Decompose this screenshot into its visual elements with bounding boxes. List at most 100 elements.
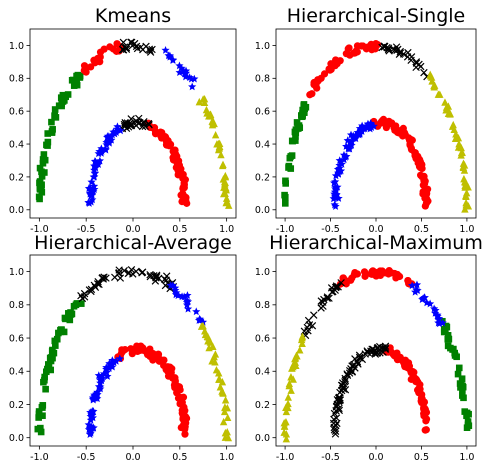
series-1-point [172, 377, 179, 384]
series-1-point [390, 351, 397, 358]
series-0-point [447, 345, 454, 352]
series-0-point [37, 425, 44, 432]
series-0-point [43, 368, 50, 375]
series-4-point [212, 350, 219, 357]
series-0-point [36, 196, 43, 203]
x-tick-label: 1.0 [219, 452, 234, 463]
series-4-point [285, 393, 292, 400]
series-0-point [47, 355, 54, 362]
series-0-point [70, 77, 77, 84]
x-tick-label: -1.0 [276, 452, 295, 463]
series-1-point [181, 184, 188, 191]
series-0-point [65, 91, 72, 98]
y-tick-label: 0.0 [9, 433, 24, 444]
x-tick-label: -0.5 [77, 452, 96, 463]
series-1-point [415, 154, 422, 161]
cluster-panel-1: Kmeans -1.0 -0.5 0.0 0.5 1.0 0.0 0.2 0.4 0.6 0.8 1.… [9, 5, 236, 235]
series-0-point [39, 404, 46, 411]
scatter-points [34, 266, 232, 441]
series-1-point [118, 346, 125, 353]
series-0-point [37, 178, 44, 185]
y-tick-label: 1.0 [255, 267, 270, 278]
series-3-point [331, 202, 339, 210]
series-1-point [97, 53, 104, 60]
series-0-point [298, 112, 305, 119]
y-tick-label: 0.2 [9, 400, 24, 411]
series-1-point [351, 269, 358, 276]
series-1-point [306, 91, 313, 98]
y-tick-label: 0.6 [9, 333, 24, 344]
series-1-point [372, 40, 379, 47]
y-tick-label: 0.4 [9, 139, 24, 150]
y-tick-label: 0.8 [255, 300, 270, 311]
series-0-point [42, 157, 49, 164]
series-0-point [303, 104, 310, 111]
series-1-point [404, 363, 411, 370]
series-1-point [156, 358, 163, 365]
series-4-point [460, 159, 467, 166]
series-0-point [445, 335, 452, 342]
series-1-point [181, 431, 188, 438]
y-tick-label: 0.6 [255, 333, 270, 344]
panel-title: Hierarchical-Single [287, 5, 466, 27]
series-1-point [418, 395, 425, 402]
series-1-point [404, 277, 411, 284]
x-tick-label: 0.0 [125, 452, 140, 463]
series-1-point [155, 351, 162, 358]
cluster-panel-4: Hierarchical-Maximum -1.0 -0.5 0.0 0.5 1.0 0.0… [255, 232, 483, 463]
series-0-point [459, 392, 466, 399]
y-tick-label: 0.4 [255, 139, 270, 150]
series-2-point [421, 69, 428, 76]
series-0-point [282, 180, 289, 187]
series-0-point [296, 124, 303, 131]
x-tick-label: -1.0 [30, 452, 49, 463]
y-tick-label: 0.4 [255, 367, 270, 378]
series-1-point [383, 124, 390, 131]
series-0-point [43, 142, 50, 149]
series-4-point [219, 161, 226, 168]
series-1-point [152, 128, 159, 135]
series-0-point [61, 329, 68, 336]
series-1-point [91, 59, 98, 66]
x-tick-label: -0.5 [321, 452, 340, 463]
y-tick-label: 0.0 [255, 433, 270, 444]
x-tick-label: 0.5 [414, 452, 429, 463]
series-0-point [461, 408, 468, 415]
series-1-point [345, 44, 352, 51]
y-tick-label: 0.8 [9, 74, 24, 85]
series-0-point [42, 386, 49, 393]
y-tick-label: 0.6 [9, 107, 24, 118]
series-0-point [40, 379, 47, 386]
cluster-panel-2: Hierarchical-Single-1.0 -0.5 0.0 0.5 1.00.00… [255, 5, 476, 235]
series-0-point [441, 326, 448, 333]
series-1-point [110, 45, 117, 52]
y-tick-label: 1.0 [9, 267, 24, 278]
series-0-point [51, 113, 58, 120]
y-tick-label: 0.4 [9, 367, 24, 378]
series-4-point [462, 199, 469, 206]
series-0-point [52, 342, 59, 349]
series-1-point [178, 198, 185, 205]
series-1-point [423, 426, 430, 433]
series-0-point [49, 348, 56, 355]
series-1-point [140, 347, 147, 354]
series-2-point [417, 63, 424, 70]
series-1-point [361, 268, 368, 275]
series-2-point [331, 416, 338, 423]
series-1-point [420, 188, 427, 195]
series-1-point [421, 177, 428, 184]
x-tick-label: 0.0 [368, 452, 383, 463]
series-4-point [450, 121, 457, 128]
series-1-point [177, 192, 184, 199]
series-4-point [296, 346, 303, 353]
series-4-point [212, 131, 219, 138]
panel-title: Hierarchical-Average [34, 232, 232, 254]
y-tick-label: 0.0 [255, 205, 270, 216]
series-0-point [465, 418, 472, 425]
series-1-point [174, 387, 181, 394]
series-1-point [414, 386, 421, 393]
series-1-point [83, 64, 90, 71]
series-1-point [396, 273, 403, 280]
series-0-point [35, 414, 42, 421]
